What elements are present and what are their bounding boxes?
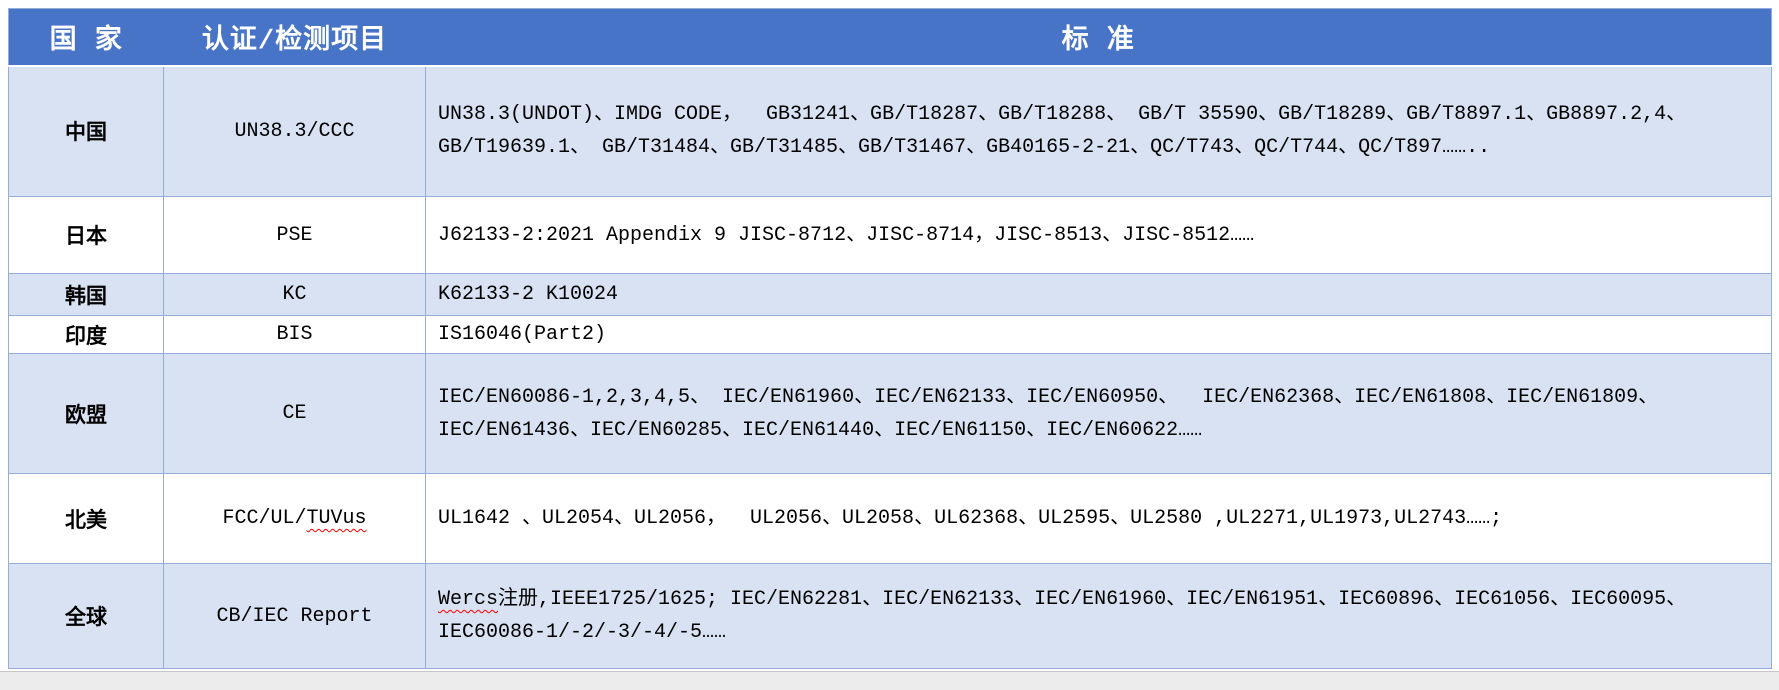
country-cell: 北美: [8, 473, 164, 564]
table-row: 全球 CB/IEC Report Wercs注册,IEEE1725/1625; IE…: [8, 563, 1772, 669]
standard-line: IEC/EN60086-1,2,3,4,5、 IEC/EN61960、IEC/E…: [438, 381, 1759, 414]
standard-cell: UL1642 、UL2054、UL2056， UL2056、UL2058、UL6…: [425, 473, 1772, 564]
text-segment: UL1642 、UL2054、UL2056， UL2056、UL2058、UL6…: [438, 507, 1503, 530]
standard-line: UL1642 、UL2054、UL2056， UL2056、UL2058、UL6…: [438, 502, 1759, 535]
country-cell: 中国: [8, 65, 164, 197]
standard-line: UN38.3(UNDOT)、IMDG CODE， GB31241、GB/T182…: [438, 98, 1759, 131]
page-bottom-edge: [0, 671, 1779, 690]
certification-standards-table: 国 家 认证/检测项目 标 准 中国 UN38.3/CCC UN38.3(UNDOT…: [8, 8, 1772, 669]
header-cell-standard: 标 准: [425, 8, 1772, 67]
text-segment: IEC60086-1/-2/-3/-4/-5……: [438, 621, 727, 644]
standard-line: K62133-2 K10024: [438, 278, 1759, 311]
country-cell: 日本: [8, 196, 164, 274]
standard-cell: IS16046(Part2): [425, 315, 1772, 354]
standard-line: J62133-2:2021 Appendix 9 JISC-8712、JISC-…: [438, 219, 1759, 252]
misspelled-word: TUVus: [306, 507, 367, 530]
text-segment: BIS: [276, 323, 313, 346]
table-body: 中国 UN38.3/CCC UN38.3(UNDOT)、IMDG CODE， GB3…: [8, 65, 1772, 669]
text-segment: IEC/EN60086-1,2,3,4,5、 IEC/EN61960、IEC/E…: [438, 385, 1659, 409]
table-row: 韩国 KC K62133-2 K10024: [8, 273, 1772, 316]
standard-cell: UN38.3(UNDOT)、IMDG CODE， GB31241、GB/T182…: [425, 65, 1772, 197]
header-cell-certification: 认证/检测项目: [163, 8, 426, 67]
text-segment: CE: [282, 402, 307, 425]
certification-cell: CE: [163, 353, 426, 474]
standard-line: IEC60086-1/-2/-3/-4/-5……: [438, 616, 1759, 649]
standard-cell: Wercs注册,IEEE1725/1625; IEC/EN62281、IEC/E…: [425, 563, 1772, 669]
text-segment: IS16046(Part2): [438, 323, 607, 346]
certification-cell: FCC/UL/TUVus: [163, 473, 426, 564]
standard-line: GB/T19639.1、 GB/T31484、GB/T31485、GB/T314…: [438, 131, 1759, 164]
header-cell-country: 国 家: [8, 8, 164, 67]
country-cell: 韩国: [8, 273, 164, 316]
table-row: 中国 UN38.3/CCC UN38.3(UNDOT)、IMDG CODE， GB3…: [8, 65, 1772, 197]
certification-cell: CB/IEC Report: [163, 563, 426, 669]
standard-line: IS16046(Part2): [438, 318, 1759, 351]
standard-line: Wercs注册,IEEE1725/1625; IEC/EN62281、IEC/E…: [438, 583, 1759, 616]
text-segment: 注册,IEEE1725/1625; IEC/EN62281、IEC/EN6213…: [498, 588, 1687, 611]
country-cell: 欧盟: [8, 353, 164, 474]
standard-cell: IEC/EN60086-1,2,3,4,5、 IEC/EN61960、IEC/E…: [425, 353, 1772, 474]
text-segment: CB/IEC Report: [216, 604, 373, 628]
text-segment: UN38.3/CCC: [234, 119, 355, 143]
text-segment: KC: [282, 283, 307, 306]
standard-cell: K62133-2 K10024: [425, 273, 1772, 316]
text-segment: IEC/EN61436、IEC/EN60285、IEC/EN61440、IEC/…: [438, 418, 1203, 442]
certification-cell: KC: [163, 273, 426, 316]
header-row: 国 家 认证/检测项目 标 准: [8, 8, 1772, 67]
table-row: 日本 PSE J62133-2:2021 Appendix 9 JISC-8712、…: [8, 196, 1772, 274]
misspelled-word: Wercs: [438, 588, 499, 611]
standard-line: IEC/EN61436、IEC/EN60285、IEC/EN61440、IEC/…: [438, 414, 1759, 447]
standard-cell: J62133-2:2021 Appendix 9 JISC-8712、JISC-…: [425, 196, 1772, 274]
text-segment: FCC/UL/: [222, 507, 307, 530]
certification-cell: PSE: [163, 196, 426, 274]
text-segment: GB/T19639.1、 GB/T31484、GB/T31485、GB/T314…: [438, 136, 1491, 160]
certification-cell: BIS: [163, 315, 426, 354]
country-cell: 全球: [8, 563, 164, 669]
text-segment: UN38.3(UNDOT)、IMDG CODE， GB31241、GB/T182…: [438, 103, 1687, 127]
text-segment: K62133-2 K10024: [438, 283, 619, 306]
text-segment: PSE: [276, 223, 313, 247]
text-segment: J62133-2:2021 Appendix 9 JISC-8712、JISC-…: [438, 223, 1255, 247]
table-header: 国 家 认证/检测项目 标 准: [8, 8, 1772, 67]
country-cell: 印度: [8, 315, 164, 354]
certification-cell: UN38.3/CCC: [163, 65, 426, 197]
table-row: 印度 BIS IS16046(Part2): [8, 315, 1772, 354]
table-row: 欧盟 CE IEC/EN60086-1,2,3,4,5、 IEC/EN61960、I…: [8, 353, 1772, 474]
table-row: 北美 FCC/UL/TUVus UL1642 、UL2054、UL2056， UL2…: [8, 473, 1772, 564]
